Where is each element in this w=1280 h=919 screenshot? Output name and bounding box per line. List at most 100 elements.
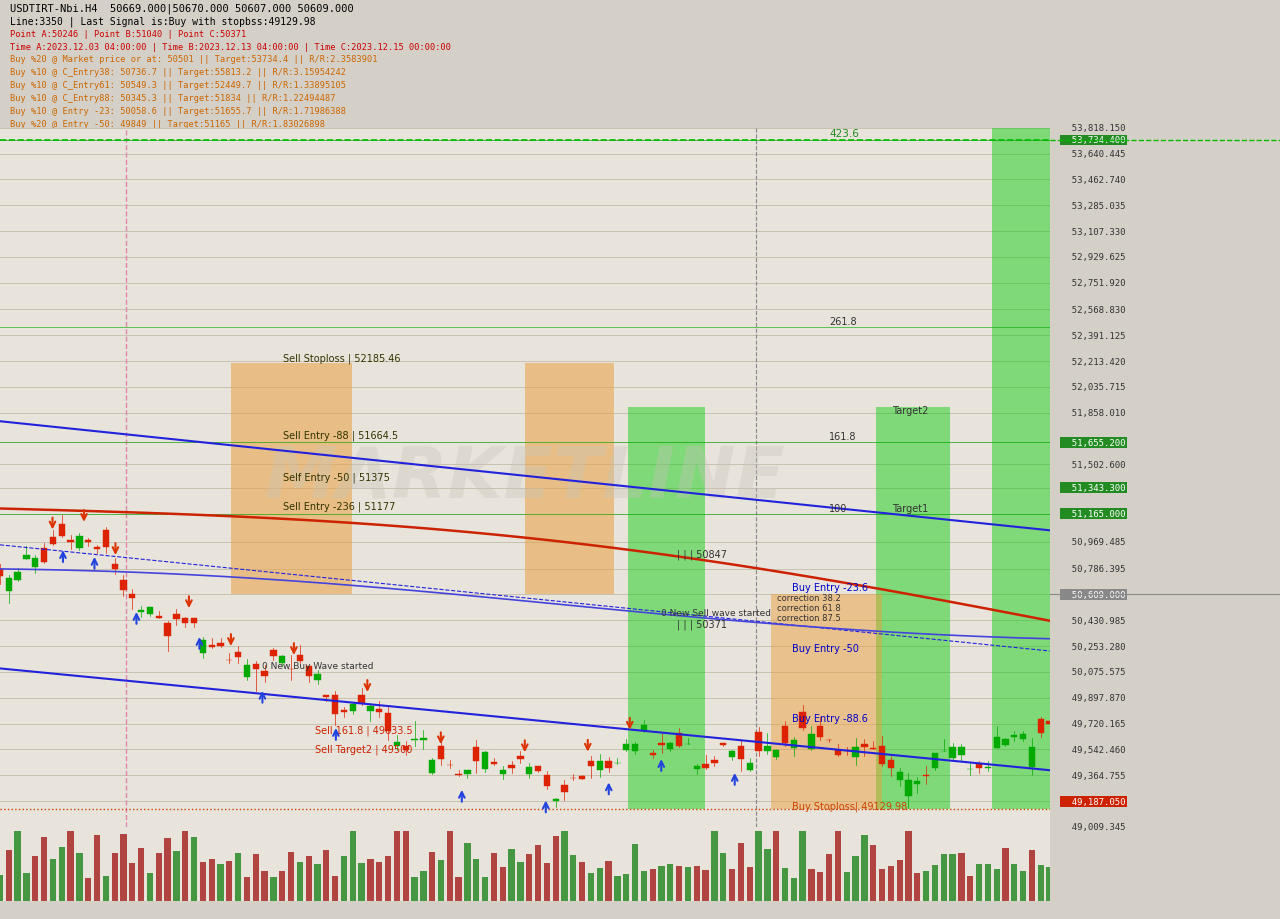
Bar (111, 853, 118, 901)
Bar (23, 872, 29, 901)
Bar (712, 831, 718, 901)
Bar (649, 868, 655, 901)
Bar (297, 655, 303, 661)
Bar (694, 867, 700, 901)
Text: Target1: Target1 (892, 504, 928, 514)
Text: 0 New Sell wave started: 0 New Sell wave started (662, 608, 772, 617)
Bar (156, 853, 161, 901)
Bar (641, 725, 646, 731)
Bar (667, 743, 673, 749)
Bar (243, 664, 250, 676)
Bar (456, 774, 462, 776)
Bar (627, 407, 705, 810)
Bar (800, 831, 806, 901)
Text: MARKETLINE: MARKETLINE (265, 443, 785, 512)
Bar (508, 849, 515, 901)
Text: Sell Stoploss | 52185.46: Sell Stoploss | 52185.46 (283, 353, 401, 363)
Bar (315, 675, 321, 680)
Text: 53,734.400: 53,734.400 (1061, 136, 1125, 145)
Text: Buy Entry -23.6: Buy Entry -23.6 (792, 583, 868, 592)
Text: Buy %20 @ Entry -88: 49542.5 || Target:51343.3 || R/R:4.3653641: Buy %20 @ Entry -88: 49542.5 || Target:5… (10, 132, 342, 142)
Bar (914, 873, 920, 901)
Bar (349, 704, 356, 711)
Text: Self Entry -50 | 51375: Self Entry -50 | 51375 (283, 471, 390, 482)
Bar (508, 766, 515, 768)
Bar (5, 850, 12, 901)
Bar (50, 859, 56, 901)
Bar (227, 861, 233, 901)
Bar (288, 852, 294, 901)
Bar (535, 845, 541, 901)
Bar (306, 666, 312, 675)
Bar (429, 760, 435, 773)
Bar (483, 753, 488, 769)
Bar (429, 852, 435, 901)
Bar (605, 761, 612, 768)
Bar (394, 831, 401, 901)
Bar (772, 595, 882, 810)
Text: 53,640.445: 53,640.445 (1061, 150, 1125, 159)
Bar (685, 867, 691, 901)
Bar (1011, 864, 1018, 901)
Bar (77, 853, 82, 901)
Bar (332, 876, 338, 901)
Bar (438, 746, 444, 759)
Bar (782, 727, 788, 743)
Bar (773, 751, 780, 757)
Bar (1002, 739, 1009, 745)
Bar (755, 831, 762, 901)
Bar (315, 864, 321, 901)
Bar (694, 766, 700, 769)
Bar (852, 856, 859, 901)
Bar (579, 776, 585, 778)
Bar (252, 664, 259, 669)
Bar (746, 867, 753, 901)
Bar (950, 854, 956, 901)
Bar (164, 838, 170, 901)
Bar (200, 641, 206, 653)
Bar (173, 851, 179, 901)
Bar (340, 857, 347, 901)
Bar (490, 853, 497, 901)
Bar (800, 711, 806, 728)
Bar (376, 709, 383, 712)
Text: 0 New Buy Wave started: 0 New Buy Wave started (262, 662, 374, 671)
Bar (385, 857, 392, 901)
Text: 51,343.300: 51,343.300 (1061, 483, 1125, 493)
Bar (182, 831, 188, 901)
Text: Buy Entry -88.6: Buy Entry -88.6 (792, 713, 868, 723)
Bar (41, 549, 47, 562)
Bar (490, 762, 497, 764)
Bar (420, 738, 426, 740)
Bar (499, 770, 506, 774)
Bar (879, 746, 886, 765)
Bar (984, 767, 991, 768)
Bar (323, 850, 329, 901)
Text: 53,285.035: 53,285.035 (1061, 201, 1125, 210)
Bar (411, 877, 417, 901)
Text: 261.8: 261.8 (829, 316, 856, 326)
Text: 52,568.830: 52,568.830 (1061, 306, 1125, 314)
Bar (588, 761, 594, 766)
Text: 53,818.150: 53,818.150 (1061, 124, 1125, 133)
Bar (120, 581, 127, 591)
Bar (632, 744, 639, 752)
Bar (191, 618, 197, 623)
Bar (888, 867, 893, 901)
Bar (817, 726, 823, 737)
Text: 51,858.010: 51,858.010 (1061, 409, 1125, 418)
Bar (261, 672, 268, 676)
Text: Buy Entry -50: Buy Entry -50 (792, 643, 859, 653)
Bar (712, 760, 718, 764)
Bar (403, 831, 408, 901)
Bar (844, 750, 850, 751)
Bar (164, 623, 170, 636)
Bar (102, 877, 109, 901)
Bar (332, 695, 338, 714)
Text: 161.8: 161.8 (829, 431, 856, 441)
Text: Target100: 51165 || Target 161: 51655.7 || Target 261: 52449.7 || Target 423: 53: Target100: 51165 || Target 161: 51655.7 … (10, 145, 577, 154)
Bar (932, 754, 938, 768)
Bar (535, 766, 541, 771)
Bar (50, 538, 56, 544)
Bar (570, 855, 576, 901)
